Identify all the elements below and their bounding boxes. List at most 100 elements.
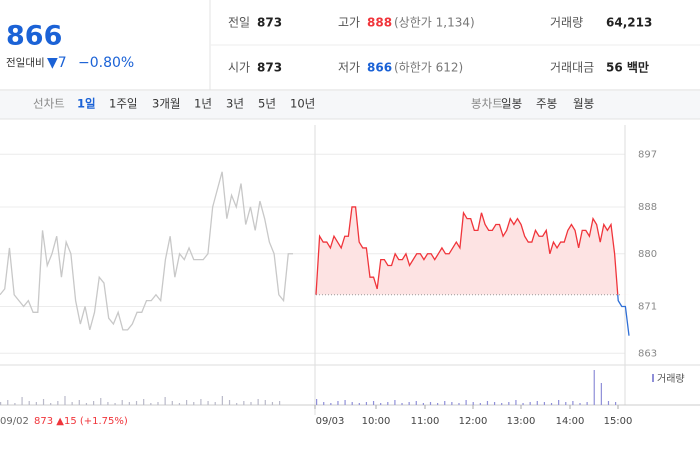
volume-bar: [193, 402, 195, 405]
volume-bar: [351, 402, 353, 405]
volume-bar: [64, 396, 66, 405]
volume-bar: [458, 403, 460, 405]
volume-bar: [536, 401, 538, 405]
volume-bar: [558, 400, 560, 405]
volume-bar: [330, 403, 332, 405]
volume-bar: [593, 370, 595, 405]
volume-bar: [437, 403, 439, 405]
volume-bar: [358, 403, 360, 405]
tab[interactable]: 1일: [77, 97, 96, 111]
legend-swatch: [652, 374, 654, 382]
stat-value: 56 백만: [606, 60, 649, 75]
area: [316, 206, 629, 295]
volume-bar: [21, 397, 23, 405]
volume-bar: [444, 401, 446, 405]
stat-value: 873: [257, 61, 282, 75]
x-tick-label: 14:00: [556, 416, 585, 427]
volume-bar: [415, 401, 417, 405]
volume-bar: [372, 401, 375, 405]
volume-bar: [472, 402, 474, 405]
volume-bar: [157, 402, 159, 405]
volume-bar: [257, 399, 259, 405]
change: ▼7: [47, 55, 67, 71]
y-tick-label: 897: [638, 149, 657, 160]
volume-bar: [71, 402, 73, 405]
volume-bar: [7, 400, 9, 405]
tab[interactable]: 5년: [258, 97, 276, 111]
volume-bar: [501, 403, 503, 405]
volume-bar: [186, 400, 188, 405]
tab[interactable]: 1주일: [109, 97, 137, 111]
volume-bar: [344, 400, 346, 405]
tab[interactable]: 3개월: [152, 97, 180, 111]
volume-bar: [615, 402, 617, 405]
volume-bar: [579, 403, 581, 405]
volume-bar: [143, 399, 145, 405]
y-tick-label: 880: [638, 249, 657, 260]
volume-bar: [380, 403, 382, 405]
volume-bar: [600, 383, 602, 405]
x-tick-label: 13:00: [507, 416, 536, 427]
x-tick-label: 09/03: [316, 416, 345, 427]
tab-group-label: 선차트: [33, 97, 65, 111]
volume-bar: [128, 402, 130, 405]
volume-bar: [236, 403, 238, 405]
tab[interactable]: 1년: [194, 97, 212, 111]
price-line: [315, 206, 619, 295]
x-tick-label: 11:00: [411, 416, 440, 427]
stat-value: 873: [257, 16, 282, 30]
volume-bar: [0, 402, 2, 405]
tab[interactable]: 월봉: [573, 97, 594, 111]
volume-bar: [422, 403, 424, 405]
price-line: [0, 171, 293, 331]
volume-bar: [100, 398, 102, 405]
tab[interactable]: 주봉: [536, 97, 557, 111]
volume-bar: [200, 399, 202, 405]
x-tick-label: 10:00: [362, 416, 391, 427]
volume-bar: [515, 400, 517, 405]
volume-bar: [93, 401, 95, 405]
volume-bar: [572, 401, 574, 405]
volume-bar: [171, 401, 173, 405]
change-label: 전일대비: [6, 56, 45, 69]
volume-bar: [50, 403, 52, 405]
volume-bar: [121, 400, 123, 405]
x-tick-label: 09/02: [0, 416, 29, 427]
price: 866: [6, 21, 62, 52]
volume-bar: [408, 402, 410, 405]
y-tick-label: 888: [638, 202, 657, 213]
volume-bar: [243, 401, 245, 405]
volume-bar: [607, 401, 610, 405]
volume-bar: [401, 403, 403, 405]
change-pct: −0.80%: [78, 55, 134, 71]
volume-bar: [586, 402, 588, 405]
prev-summary: 873 ▲15 (+1.75%): [34, 416, 128, 427]
stat-label: 시가: [228, 61, 250, 75]
tab[interactable]: 10년: [290, 97, 315, 111]
volume-bar: [493, 402, 496, 405]
volume-bar: [337, 401, 339, 405]
volume-bar: [479, 403, 481, 405]
volume-bar: [57, 401, 59, 405]
volume-bar: [271, 402, 274, 405]
tab[interactable]: 일봉: [501, 97, 522, 111]
stat-value: 64,213: [606, 16, 652, 30]
stat-label: 거래대금: [550, 61, 594, 75]
tab[interactable]: 3년: [226, 97, 244, 111]
volume-bar: [42, 399, 45, 405]
volume-bar: [323, 402, 325, 405]
y-tick-label: 871: [638, 301, 657, 312]
volume-bar: [279, 401, 281, 405]
y-tick-label: 863: [638, 348, 657, 359]
volume-bar: [451, 402, 453, 405]
stat-extra: (상한가 1,134): [394, 16, 475, 30]
stat-value: 888: [367, 16, 392, 30]
volume-bar: [114, 403, 116, 405]
volume-bar: [465, 400, 467, 405]
volume-bar: [522, 403, 524, 405]
volume-bar: [214, 402, 216, 405]
volume-bar: [135, 401, 138, 405]
tab-bar: [0, 91, 700, 119]
x-tick-label: 12:00: [459, 416, 488, 427]
